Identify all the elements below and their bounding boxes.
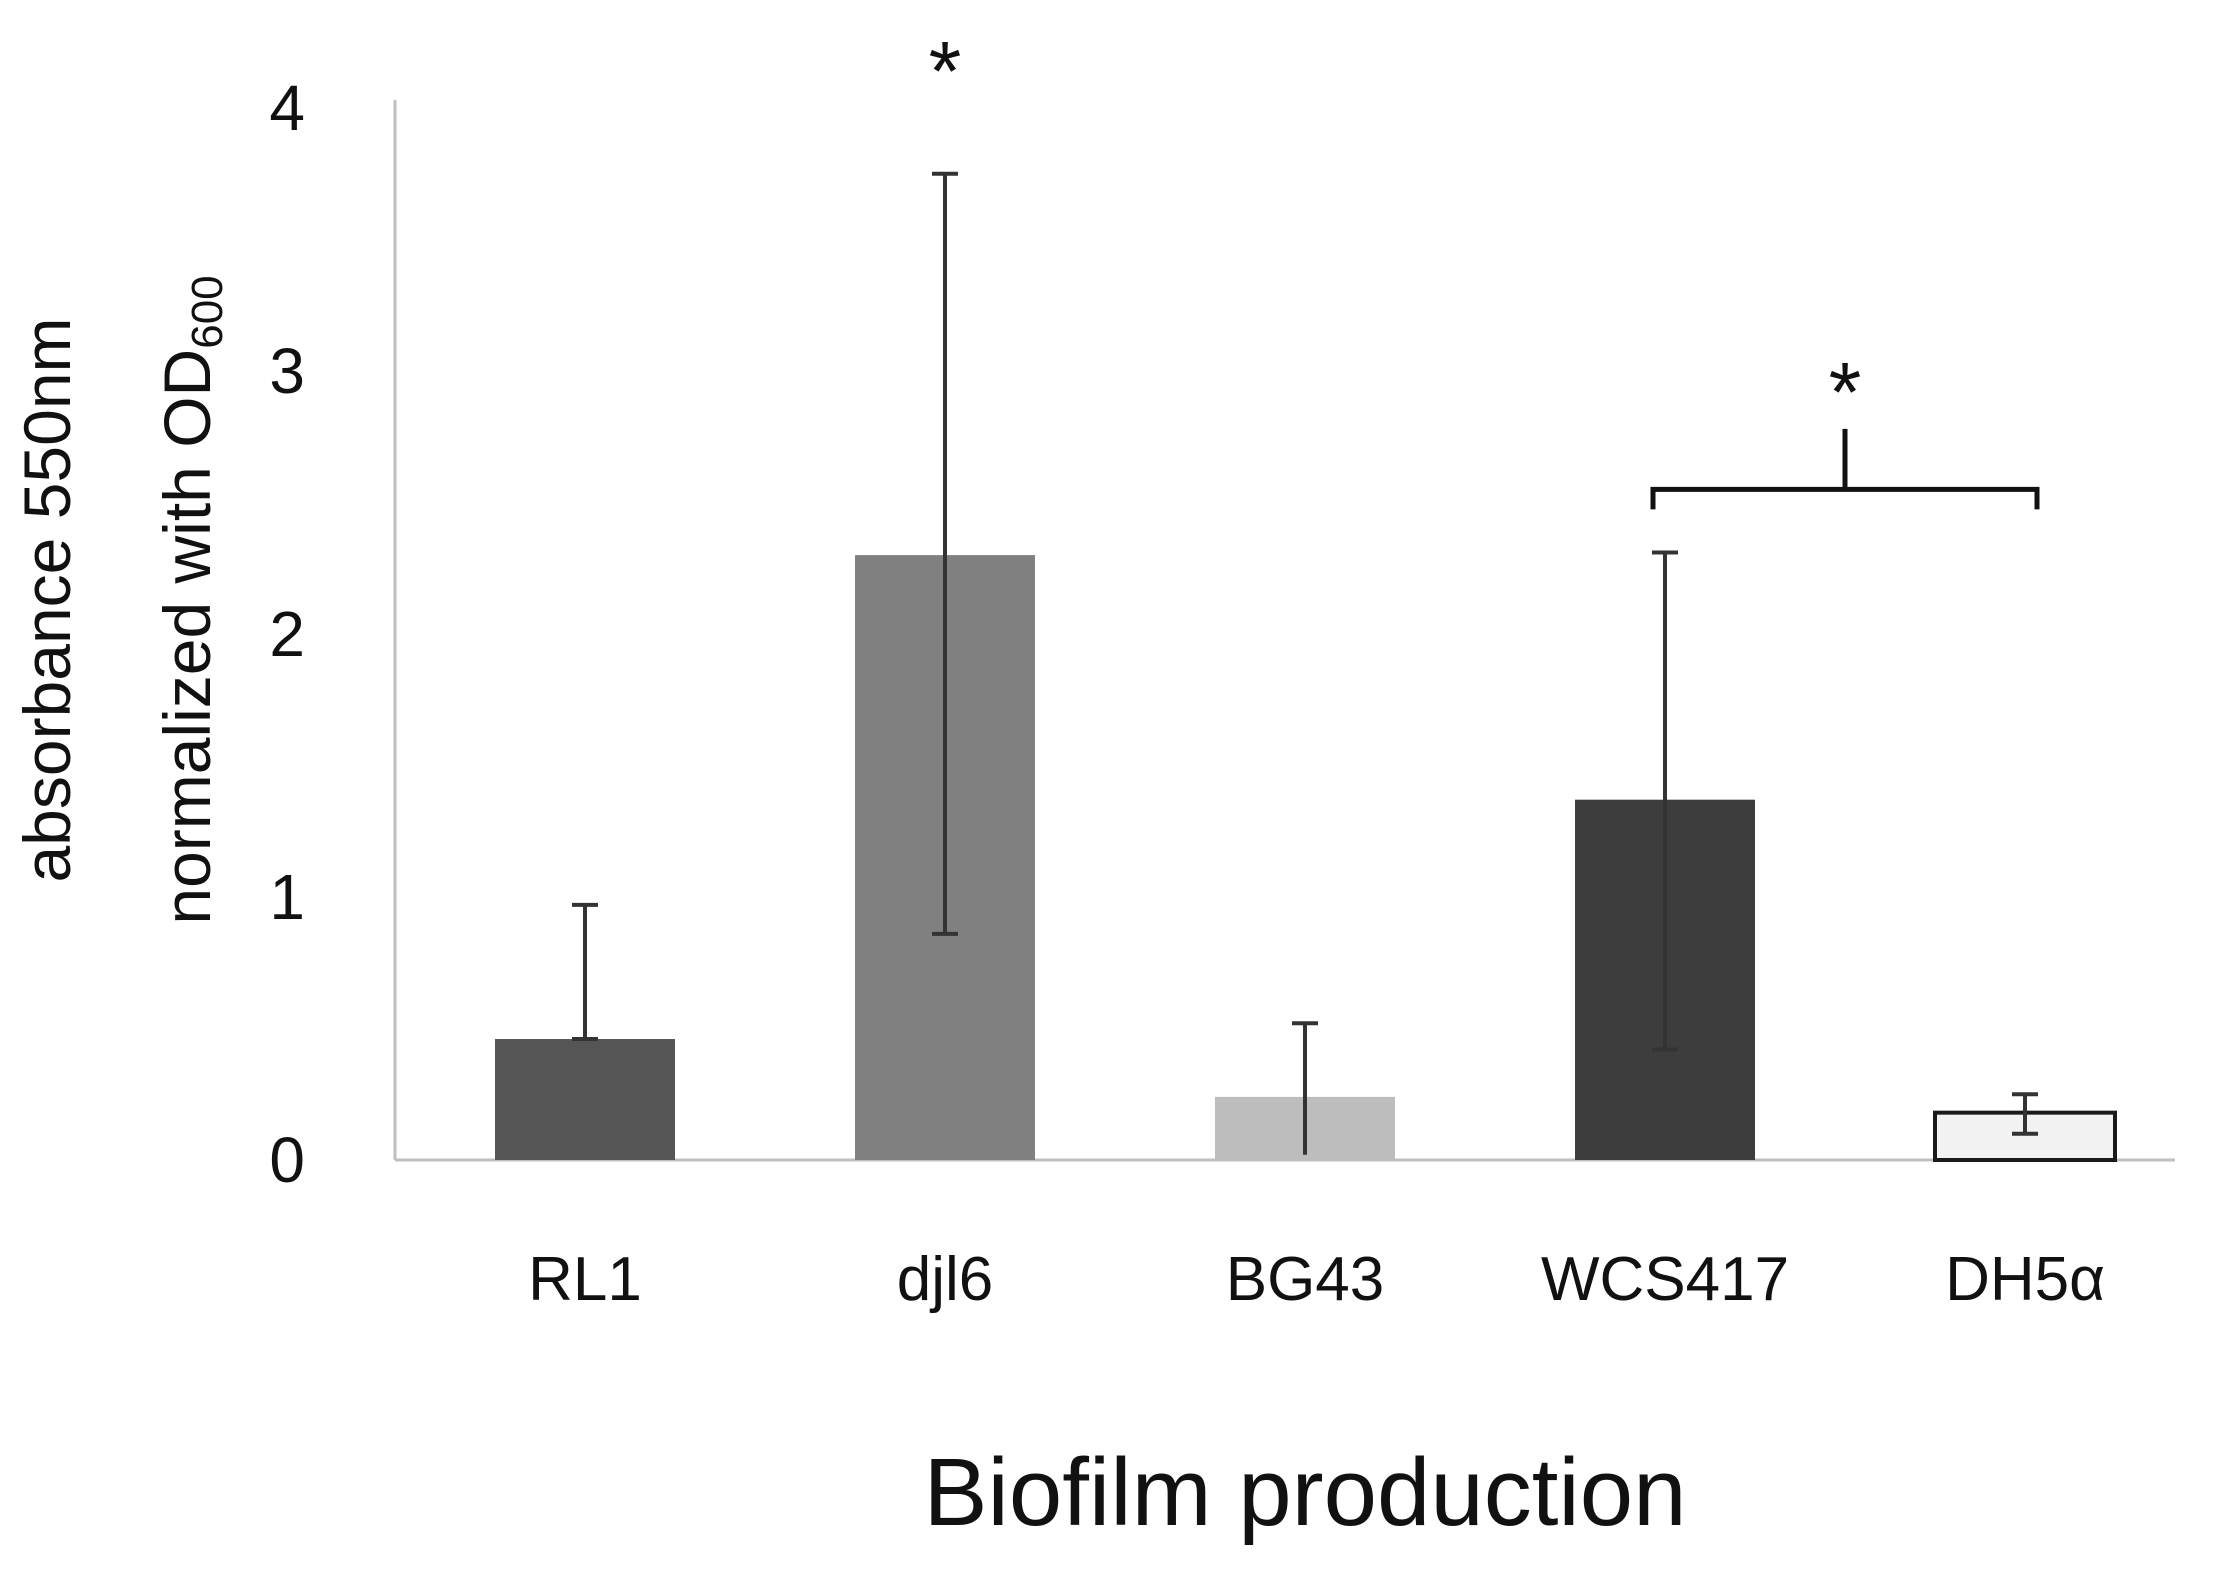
y-axis-label-line2-main: normalized with OD	[150, 349, 224, 925]
significance-bracket	[1650, 428, 2040, 510]
x-tick-label: WCS417	[1541, 1245, 1789, 1314]
x-tick-label: DH5α	[1945, 1245, 2105, 1314]
plot-area: 0 1 2 3 4 RL1 djl6 BG43 WCS417 DH5α * *	[269, 24, 2175, 1314]
y-tick-label: 4	[269, 72, 305, 144]
y-tick-label: 1	[269, 861, 305, 933]
y-tick-label: 2	[269, 598, 305, 670]
x-tick-label: RL1	[528, 1245, 642, 1314]
y-axis-label-line2: normalized with OD600	[150, 275, 232, 924]
y-tick-label: 3	[269, 335, 305, 407]
x-tick-label: BG43	[1226, 1245, 1385, 1314]
y-axis-label-group: absorbance 550nm normalized with OD600	[10, 275, 232, 924]
y-axis-label-line1: absorbance 550nm	[10, 317, 84, 882]
x-tick-label: djl6	[897, 1245, 994, 1314]
bar	[495, 1039, 675, 1160]
y-axis-label-subscript: 600	[183, 275, 232, 348]
y-tick-label: 0	[269, 1124, 305, 1196]
significance-star: *	[929, 24, 962, 118]
significance-star-bracket: *	[1829, 345, 1862, 439]
x-axis-title: Biofilm production	[923, 1439, 1686, 1546]
